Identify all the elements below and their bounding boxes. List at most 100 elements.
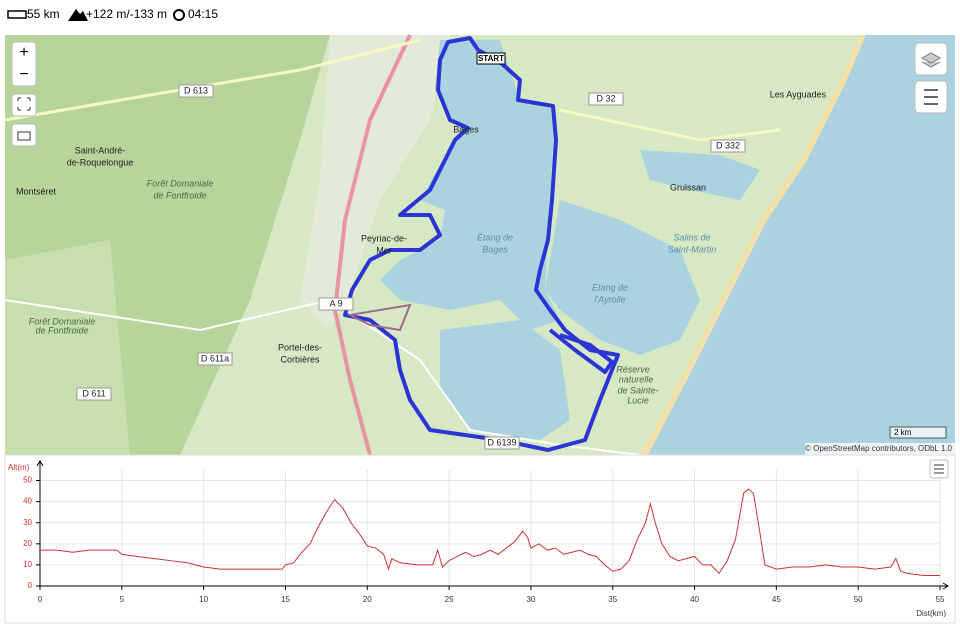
y-axis-arrow [36, 460, 44, 467]
elevation-icon [68, 9, 88, 21]
fullscreen-button[interactable] [11, 93, 37, 117]
x-tick-label: 20 [363, 595, 372, 604]
chart-menu-icon [934, 464, 944, 474]
beach [640, 35, 866, 455]
chart-panel [4, 454, 956, 624]
map-label: D 6139 [487, 437, 516, 447]
x-tick-label: 55 [936, 595, 945, 604]
map-label: Lucie [627, 395, 649, 405]
attribution[interactable]: © OpenStreetMap contributors, ODbL 1.0 [805, 444, 953, 453]
map-label: Étang de [592, 282, 628, 292]
road-label-box [588, 92, 624, 106]
x-tick-label: 30 [526, 595, 535, 604]
x-axis-arrow [942, 582, 949, 590]
elevation-line [40, 488, 940, 576]
road-label-box [178, 84, 214, 98]
map-label: Forêt Domaniale [29, 316, 96, 326]
lagoon [380, 40, 560, 330]
x-tick-label: 40 [690, 595, 699, 604]
map-label: D 332 [716, 140, 740, 150]
map-label: Gruissan [670, 182, 706, 192]
map-label: A 9 [329, 298, 342, 308]
route-segment [346, 303, 412, 332]
y-axis-label: Alt(m) [8, 463, 30, 472]
road-label-box [76, 387, 112, 401]
duration: 04:15 [188, 7, 218, 21]
map-label: Saint-Martin [668, 244, 717, 254]
x-tick-label: 5 [120, 595, 125, 604]
header [0, 0, 960, 30]
x-tick-label: 0 [38, 595, 43, 604]
map-label: de Fontfroide [153, 190, 206, 200]
distance-icon [7, 10, 27, 19]
map[interactable]: D 613 Saint-André-de-Roquelongue Forêt Dom… [4, 34, 955, 456]
duration-icon [173, 9, 185, 21]
elevation-chart: 0 10 20 30 40 50 0 5 10 15 20 25 30 35 40 45 50 55 Alt(m) D… [8, 460, 949, 618]
map-label: Forêt Domaniale [147, 178, 214, 188]
layers-icon [920, 52, 942, 68]
attribution-box [805, 443, 955, 455]
map-label: de Fontfroide [35, 325, 88, 335]
print-icon [17, 131, 31, 141]
sea [640, 35, 955, 455]
x-tick-label: 45 [772, 595, 781, 604]
map-label: Mer [376, 245, 392, 255]
map-label: de-Roquelongue [67, 157, 134, 167]
map-label: l'Ayrolle [594, 294, 625, 304]
road [559, 108, 781, 142]
scale-bar [889, 426, 947, 439]
map-label: Corbières [280, 354, 320, 364]
road [4, 299, 641, 456]
map-label: Peyriac-de- [361, 233, 407, 243]
zoom-control [11, 41, 37, 87]
urban [300, 35, 450, 330]
map-label: Bages [453, 124, 479, 134]
y-tick-label: 50 [23, 476, 32, 485]
lagoon [545, 200, 700, 355]
lagoon [440, 320, 570, 440]
road-label-box [318, 297, 354, 311]
elevation: +122 m/-133 m [86, 7, 167, 21]
menu-icon [924, 89, 938, 105]
lagoon [640, 150, 760, 200]
map-label: Bages [482, 244, 508, 254]
road-label-box [484, 436, 520, 450]
map-labels: D 613 Saint-André-de-Roquelongue Forêt Dom… [16, 84, 827, 450]
start-label: START [478, 54, 504, 63]
map-label: Salins de [673, 232, 710, 242]
forest [5, 240, 130, 455]
route [343, 36, 620, 452]
distance: 55 km [27, 7, 60, 21]
map-label: D 611a [201, 353, 229, 363]
map-label: Les Ayguades [770, 89, 827, 99]
map-label: D 32 [596, 93, 615, 103]
y-tick-label: 0 [28, 581, 33, 590]
map-label: D 613 [184, 85, 208, 95]
road [4, 38, 421, 122]
map-label: Réserve [616, 364, 650, 374]
x-tick-label: 25 [445, 595, 454, 604]
zoom-out[interactable]: − [19, 66, 28, 83]
zoom-in[interactable]: + [19, 44, 28, 61]
y-tick-label: 30 [23, 518, 32, 527]
map-label: Étang de [477, 232, 513, 242]
x-tick-label: 50 [854, 595, 863, 604]
map-label: Montséret [16, 186, 57, 196]
road-label-box [197, 352, 233, 366]
start-marker [476, 52, 506, 65]
y-tick-label: 20 [23, 539, 32, 548]
map-label: de Sainte- [617, 385, 658, 395]
y-tick-label: 40 [23, 497, 32, 506]
x-axis-label: Dist(km) [916, 609, 946, 618]
print-button[interactable] [11, 123, 37, 147]
map-label: naturelle [619, 374, 654, 384]
motorway [332, 34, 412, 456]
road-label-box [710, 139, 746, 153]
y-tick-label: 10 [23, 560, 32, 569]
map-label: Portel-des- [278, 342, 322, 352]
x-tick-label: 10 [199, 595, 208, 604]
scale-label: 2 km [894, 428, 912, 437]
x-tick-label: 15 [281, 595, 290, 604]
x-tick-label: 35 [608, 595, 617, 604]
